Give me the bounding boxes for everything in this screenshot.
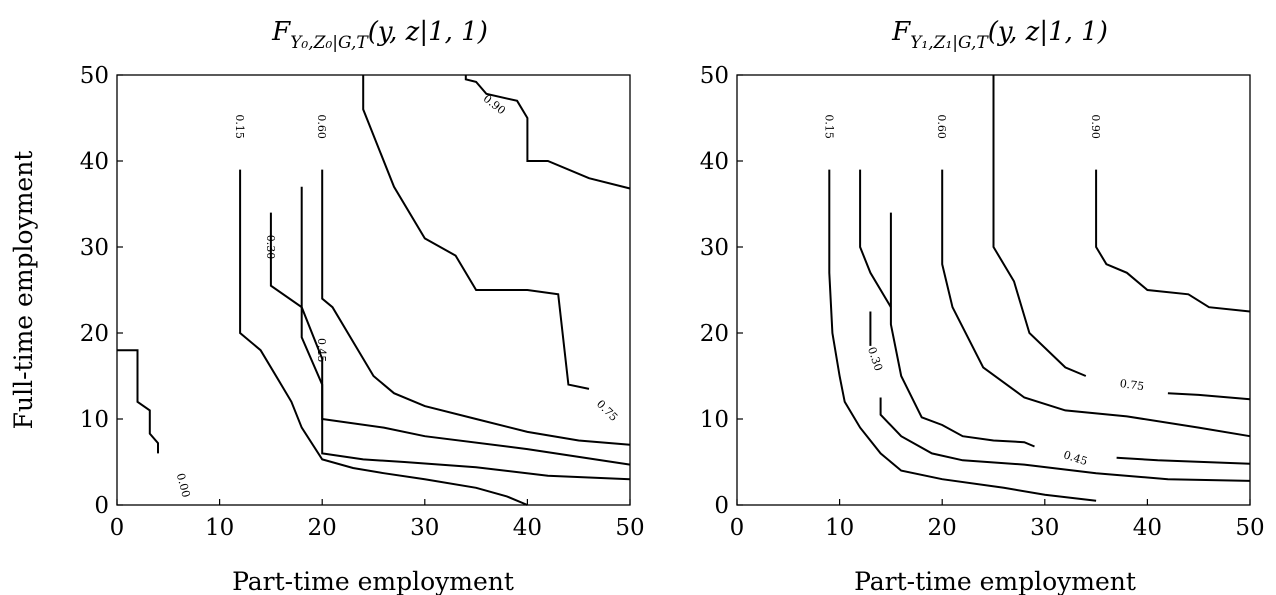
left-x-tick-label: 20 [308, 515, 337, 541]
right-contour-label: 0.45 [1062, 448, 1089, 468]
left-contour-label: 0.60 [315, 114, 328, 139]
left-contour-label: 0.45 [315, 338, 328, 363]
right-contour-line-0-45 [859, 169, 892, 308]
right-contour-line-0-90 [1095, 169, 1251, 313]
left-contour-line-0-60 [321, 169, 631, 446]
right-x-tick-label: 50 [1235, 515, 1264, 541]
left-y-axis-label: Full-time employment [9, 151, 38, 430]
left-contour-line-0-90 [464, 75, 631, 190]
left-y-tick-label: 0 [94, 493, 109, 519]
right-contour-line-0-45 [889, 212, 1035, 448]
right-y-tick-label: 0 [714, 493, 729, 519]
left-x-tick-label: 50 [615, 515, 644, 541]
left-contour-panel: FY₀,Z₀|G,T(y, z|1, 1) Part-time employme… [9, 17, 645, 595]
left-x-tick-label: 0 [110, 515, 125, 541]
left-contour-line-0-30 [269, 212, 631, 481]
right-contour-line-0-45 [1116, 456, 1251, 465]
left-y-tick-label: 40 [80, 149, 109, 175]
right-contour-panel: FY₁,Z₁|G,T(y, z|1, 1) Part-time employme… [700, 17, 1265, 595]
left-contour-label: 0.30 [264, 235, 277, 260]
right-contour-label: 0.30 [865, 345, 885, 372]
left-x-tick-label: 40 [513, 515, 542, 541]
left-contour-line-0-75 [362, 75, 590, 390]
left-contour-lines: 0.00 0.15 0.30 0.45 0.60 0.75 0.90 [117, 75, 631, 506]
right-contour-line-0-30 [879, 397, 1251, 482]
right-y-tick-label: 10 [700, 407, 729, 433]
left-axis-ticks: 0 10 20 30 40 50 0 10 20 30 40 50 [80, 63, 645, 541]
right-x-tick-label: 10 [825, 515, 854, 541]
left-panel-title: FY₀,Z₀|G,T(y, z|1, 1) [271, 17, 488, 53]
right-contour-label: 0.75 [1119, 377, 1145, 393]
right-y-tick-label: 20 [700, 321, 729, 347]
left-contour-label: 0.90 [481, 92, 508, 117]
left-x-axis-label: Part-time employment [232, 567, 514, 595]
left-contour-line-0-45 [300, 186, 631, 466]
right-x-tick-label: 0 [730, 515, 745, 541]
left-contour-label: 0.00 [174, 472, 193, 499]
right-contour-line-0-60 [941, 169, 1251, 438]
right-x-tick-label: 40 [1133, 515, 1162, 541]
right-y-tick-label: 40 [700, 149, 729, 175]
right-contour-line-0-15 [828, 169, 1097, 502]
left-y-tick-label: 10 [80, 407, 109, 433]
right-axis-ticks: 0 10 20 30 40 50 0 10 20 30 40 50 [700, 63, 1265, 541]
right-contour-line-0-75 [992, 75, 1087, 377]
right-contour-lines: 0.15 0.30 0.45 0.75 0.90 0.60 [822, 75, 1251, 502]
right-contour-line-0-75 [1167, 392, 1251, 401]
left-y-tick-label: 20 [80, 321, 109, 347]
right-x-tick-label: 30 [1030, 515, 1059, 541]
right-panel-title: FY₁,Z₁|G,T(y, z|1, 1) [891, 17, 1108, 53]
right-y-tick-label: 50 [700, 63, 729, 89]
right-y-tick-label: 30 [700, 235, 729, 261]
left-y-tick-label: 50 [80, 63, 109, 89]
left-contour-line-0-00 [117, 349, 159, 454]
right-x-axis-label: Part-time employment [854, 567, 1136, 595]
right-contour-label: 0.60 [935, 114, 948, 139]
left-y-tick-label: 30 [80, 235, 109, 261]
left-contour-label: 0.75 [594, 397, 621, 424]
left-contour-label: 0.15 [233, 114, 246, 139]
left-plot-frame [116, 74, 631, 506]
right-contour-label: 0.15 [822, 114, 835, 139]
left-x-tick-label: 30 [410, 515, 439, 541]
right-x-tick-label: 20 [928, 515, 957, 541]
left-x-tick-label: 10 [205, 515, 234, 541]
right-contour-label: 0.90 [1089, 114, 1102, 139]
left-contour-line-0-15 [239, 169, 528, 506]
